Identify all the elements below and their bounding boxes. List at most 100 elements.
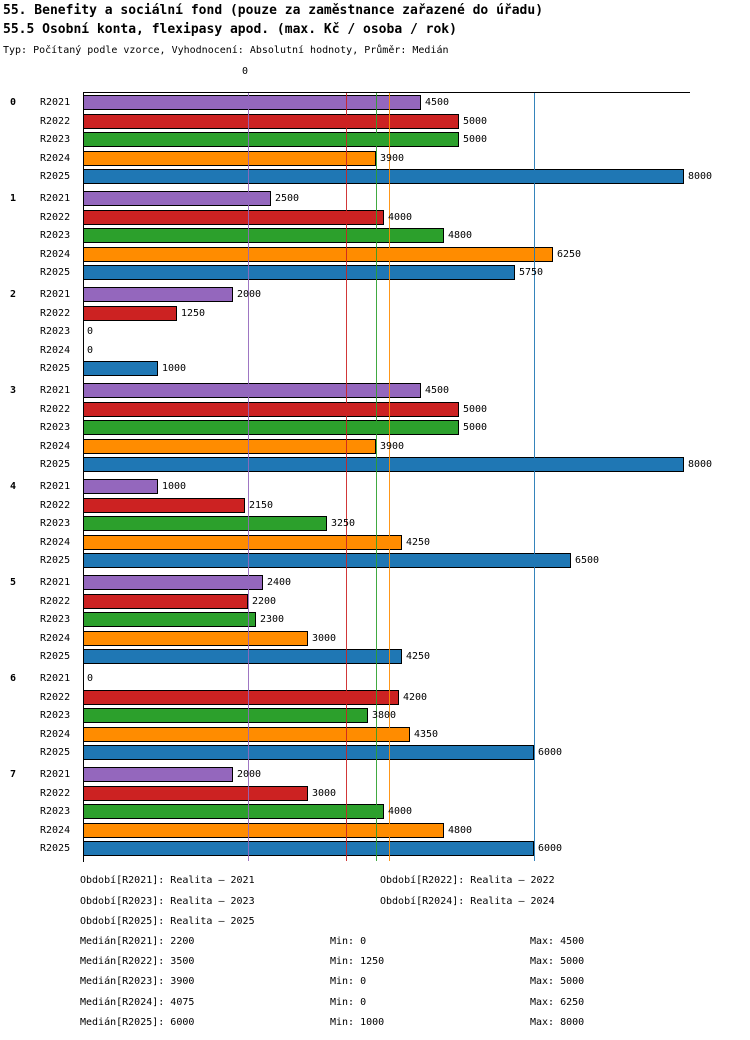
legend-period-r2022: Období[R2022]: Realita – 2022 (380, 875, 555, 886)
year-label-R2022: R2022 (40, 788, 71, 799)
bar-R2023-group-3 (83, 420, 459, 435)
value-label-R2025-group-5: 4250 (406, 651, 431, 662)
legend-period-r2021: Období[R2021]: Realita – 2021 (80, 875, 255, 886)
year-label-R2024: R2024 (40, 825, 71, 836)
stat-max-r2022: Max: 5000 (530, 956, 585, 967)
year-label-R2023: R2023 (40, 134, 71, 145)
bar-R2021-group-7 (83, 767, 233, 782)
stat-median-r2022: Medián[R2022]: 3500 (80, 956, 195, 967)
chart-title-line1: 55. Benefity a sociální fond (pouze za z… (3, 3, 544, 18)
chart-title-line2: 55.5 Osobní konta, flexipasy apod. (max.… (3, 22, 457, 37)
bar-R2024-group-6 (83, 727, 410, 742)
group-label-0: 0 (10, 97, 17, 108)
year-label-R2025: R2025 (40, 267, 71, 278)
value-label-R2022-group-5: 2200 (252, 596, 277, 607)
median-line-R2021 (248, 93, 249, 861)
bar-R2022-group-2 (83, 306, 177, 321)
year-label-R2024: R2024 (40, 729, 71, 740)
value-label-R2023-group-2: 0 (87, 326, 94, 337)
value-label-R2023-group-3: 5000 (463, 422, 488, 433)
year-label-R2025: R2025 (40, 747, 71, 758)
group-label-4: 4 (10, 481, 17, 492)
value-label-R2024-group-0: 3900 (380, 153, 405, 164)
value-label-R2025-group-1: 5750 (519, 267, 544, 278)
stat-max-r2024: Max: 6250 (530, 997, 585, 1008)
bar-R2021-group-0 (83, 95, 421, 110)
stat-min-r2023: Min: 0 (330, 976, 367, 987)
value-label-R2022-group-4: 2150 (249, 500, 274, 511)
group-label-5: 5 (10, 577, 17, 588)
group-label-7: 7 (10, 769, 17, 780)
year-label-R2025: R2025 (40, 171, 71, 182)
year-label-R2021: R2021 (40, 673, 71, 684)
bar-R2025-group-0 (83, 169, 684, 184)
bar-R2021-group-2 (83, 287, 233, 302)
value-label-R2023-group-6: 3800 (372, 710, 397, 721)
bar-R2025-group-6 (83, 745, 534, 760)
value-label-R2024-group-5: 3000 (312, 633, 337, 644)
bar-R2024-group-7 (83, 823, 444, 838)
value-label-R2025-group-2: 1000 (162, 363, 187, 374)
year-label-R2021: R2021 (40, 481, 71, 492)
year-label-R2022: R2022 (40, 308, 71, 319)
year-label-R2021: R2021 (40, 289, 71, 300)
value-label-R2024-group-3: 3900 (380, 441, 405, 452)
value-label-R2021-group-6: 0 (87, 673, 94, 684)
bar-R2021-group-5 (83, 575, 263, 590)
median-line-R2023 (376, 93, 377, 861)
stat-median-r2023: Medián[R2023]: 3900 (80, 976, 195, 987)
median-line-R2024 (389, 93, 390, 861)
bar-R2024-group-1 (83, 247, 553, 262)
bar-R2022-group-1 (83, 210, 384, 225)
value-label-R2025-group-4: 6500 (575, 555, 600, 566)
year-label-R2021: R2021 (40, 97, 71, 108)
value-label-R2024-group-7: 4800 (448, 825, 473, 836)
value-label-R2021-group-0: 4500 (425, 97, 450, 108)
stat-min-r2025: Min: 1000 (330, 1017, 385, 1028)
group-label-2: 2 (10, 289, 17, 300)
bar-R2022-group-6 (83, 690, 399, 705)
value-label-R2023-group-5: 2300 (260, 614, 285, 625)
bar-R2023-group-0 (83, 132, 459, 147)
bar-R2023-group-7 (83, 804, 384, 819)
value-label-R2021-group-5: 2400 (267, 577, 292, 588)
stat-median-r2025: Medián[R2025]: 6000 (80, 1017, 195, 1028)
year-label-R2023: R2023 (40, 518, 71, 529)
stat-median-r2021: Medián[R2021]: 2200 (80, 936, 195, 947)
year-label-R2025: R2025 (40, 555, 71, 566)
bar-R2022-group-5 (83, 594, 248, 609)
year-label-R2024: R2024 (40, 441, 71, 452)
value-label-R2024-group-1: 6250 (557, 249, 582, 260)
axis-top-line (83, 92, 690, 93)
year-label-R2023: R2023 (40, 710, 71, 721)
value-label-R2024-group-4: 4250 (406, 537, 431, 548)
year-label-R2022: R2022 (40, 596, 71, 607)
value-label-R2022-group-0: 5000 (463, 116, 488, 127)
value-label-R2025-group-3: 8000 (688, 459, 713, 470)
bar-R2023-group-4 (83, 516, 327, 531)
year-label-R2023: R2023 (40, 806, 71, 817)
year-label-R2021: R2021 (40, 385, 71, 396)
year-label-R2022: R2022 (40, 212, 71, 223)
legend-period-r2025: Období[R2025]: Realita – 2025 (80, 916, 255, 927)
stat-max-r2023: Max: 5000 (530, 976, 585, 987)
value-label-R2023-group-0: 5000 (463, 134, 488, 145)
bar-R2023-group-1 (83, 228, 444, 243)
year-label-R2025: R2025 (40, 363, 71, 374)
value-label-R2021-group-1: 2500 (275, 193, 300, 204)
stat-min-r2021: Min: 0 (330, 936, 367, 947)
year-label-R2024: R2024 (40, 345, 71, 356)
year-label-R2024: R2024 (40, 249, 71, 260)
year-label-R2025: R2025 (40, 459, 71, 470)
stat-max-r2021: Max: 4500 (530, 936, 585, 947)
median-line-R2022 (346, 93, 347, 861)
bar-R2024-group-4 (83, 535, 402, 550)
year-label-R2025: R2025 (40, 651, 71, 662)
chart-meta: Typ: Počítaný podle vzorce, Vyhodnocení:… (3, 45, 449, 56)
group-label-3: 3 (10, 385, 17, 396)
value-label-R2022-group-2: 1250 (181, 308, 206, 319)
year-label-R2022: R2022 (40, 692, 71, 703)
value-label-R2022-group-6: 4200 (403, 692, 428, 703)
year-label-R2021: R2021 (40, 193, 71, 204)
